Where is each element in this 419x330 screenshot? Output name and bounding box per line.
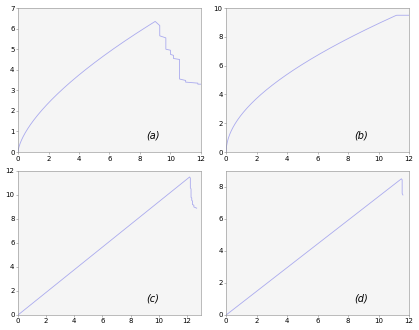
Text: (d): (d) (354, 293, 368, 304)
Text: (c): (c) (146, 293, 159, 304)
Text: (b): (b) (354, 131, 368, 141)
Text: (a): (a) (146, 131, 160, 141)
